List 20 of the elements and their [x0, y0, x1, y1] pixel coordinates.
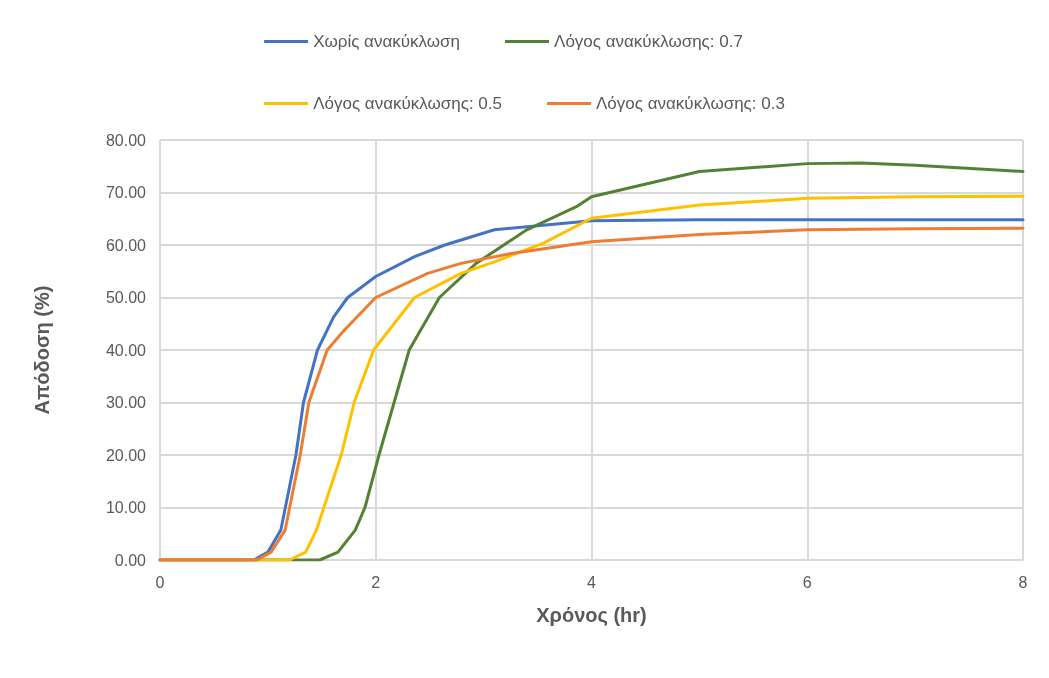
x-tick-label: 4 [587, 573, 597, 591]
x-tick-label: 8 [1018, 573, 1028, 591]
legend-label: Λόγος ανακύκλωσης: 0.5 [313, 94, 503, 113]
legend-label: Λόγος ανακύκλωσης: 0.3 [596, 94, 785, 113]
y-tick-label: 50.00 [105, 289, 147, 306]
y-tick-label: 70.00 [105, 184, 147, 201]
y-tick-label: 30.00 [105, 394, 147, 411]
y-tick-label: 60.00 [105, 236, 147, 254]
legend-label: Λόγος ανακύκλωσης: 0.7 [554, 32, 743, 51]
y-tick-label: 10.00 [105, 499, 147, 516]
y-tick-label: 20.00 [105, 446, 147, 464]
x-tick-label: 0 [155, 573, 165, 591]
y-tick-label: 80.00 [105, 131, 147, 149]
legend-label: Χωρίς ανακύκλωση [313, 32, 461, 51]
x-tick-label: 6 [802, 573, 812, 591]
y-tick-label: 0.00 [114, 551, 147, 569]
y-axis-title: Απόδοση (%) [31, 285, 53, 415]
x-tick-label: 2 [371, 573, 381, 591]
y-tick-label: 40.00 [105, 341, 147, 359]
x-axis-title: Χρόνος (hr) [536, 604, 647, 626]
